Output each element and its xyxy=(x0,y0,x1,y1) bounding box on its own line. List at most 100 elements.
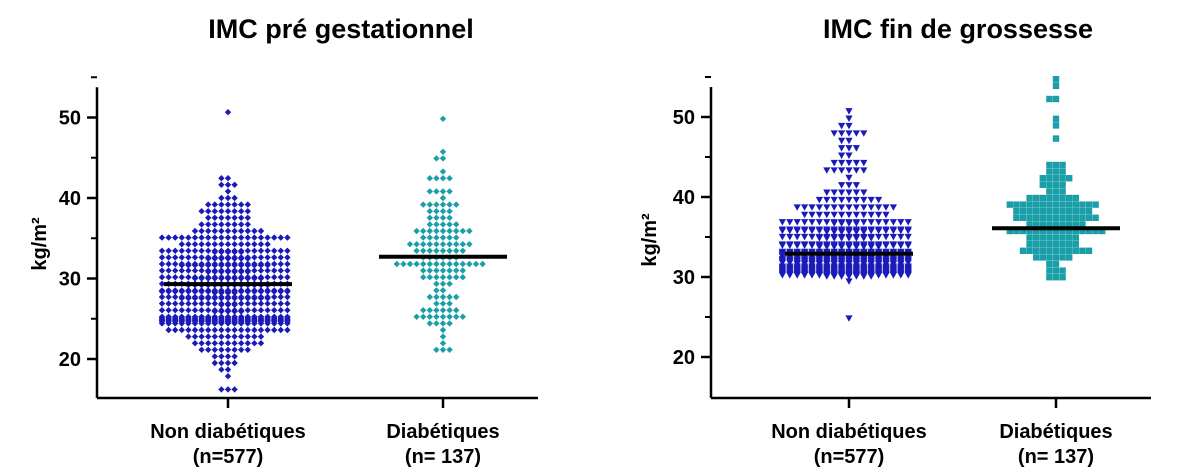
data-point xyxy=(830,228,838,236)
data-point xyxy=(244,201,251,208)
data-point xyxy=(165,326,172,334)
data-point xyxy=(231,194,238,202)
data-point xyxy=(284,247,291,254)
data-point xyxy=(793,233,801,241)
data-point xyxy=(1052,161,1060,169)
data-point xyxy=(238,300,245,307)
data-point xyxy=(786,219,794,226)
data-point xyxy=(459,227,466,235)
data-point xyxy=(1072,241,1079,248)
data-point xyxy=(823,243,831,251)
data-point xyxy=(433,280,440,287)
data-point xyxy=(198,234,205,241)
data-point xyxy=(244,288,251,295)
data-point xyxy=(224,295,232,302)
data-point xyxy=(244,234,251,241)
data-point xyxy=(808,211,816,219)
data-point xyxy=(860,243,868,251)
data-point xyxy=(439,208,447,215)
data-point xyxy=(433,307,440,314)
data-point xyxy=(860,271,868,279)
data-point xyxy=(211,214,218,221)
data-point xyxy=(860,196,868,204)
data-point xyxy=(1052,201,1060,208)
data-point xyxy=(778,233,786,241)
data-point xyxy=(244,340,251,347)
data-point xyxy=(1066,227,1073,235)
data-point xyxy=(172,326,179,334)
data-point xyxy=(1039,227,1046,235)
data-point xyxy=(218,234,225,241)
data-point xyxy=(231,248,238,256)
data-point xyxy=(1026,241,1033,248)
data-point xyxy=(218,255,225,262)
data-point xyxy=(778,253,786,260)
data-point xyxy=(867,271,875,279)
data-point xyxy=(191,307,199,314)
data-point xyxy=(257,333,265,340)
data-point xyxy=(1052,274,1060,281)
data-point xyxy=(1039,208,1046,215)
data-point xyxy=(251,247,258,254)
data-point xyxy=(178,234,185,241)
data-point xyxy=(838,137,846,145)
data-point xyxy=(244,262,251,269)
data-point xyxy=(1019,247,1027,254)
data-point xyxy=(867,243,875,251)
data-point xyxy=(453,313,460,320)
data-point xyxy=(838,204,846,211)
data-point xyxy=(218,208,225,215)
data-point xyxy=(244,241,251,248)
data-point xyxy=(1039,175,1046,182)
data-point xyxy=(838,220,846,227)
data-point xyxy=(198,267,205,274)
data-point xyxy=(238,288,245,295)
data-point xyxy=(1059,161,1066,169)
data-point xyxy=(778,219,786,226)
data-point xyxy=(852,243,860,251)
data-point xyxy=(1052,208,1060,215)
data-point xyxy=(808,219,816,226)
data-point xyxy=(205,255,212,262)
data-point xyxy=(433,188,440,195)
data-point xyxy=(830,260,838,268)
data-point xyxy=(439,155,447,162)
data-point xyxy=(439,168,447,175)
data-point xyxy=(875,227,883,235)
data-point xyxy=(1066,175,1073,182)
data-point xyxy=(1046,201,1053,208)
data-point xyxy=(218,333,225,340)
data-point xyxy=(845,137,853,145)
y-tick-labels: 20 30 40 50 xyxy=(59,108,81,372)
data-point xyxy=(224,234,232,241)
data-point xyxy=(1026,227,1033,235)
data-point xyxy=(845,174,853,182)
data-point xyxy=(426,307,433,314)
data-point xyxy=(205,300,212,307)
data-point xyxy=(1033,221,1040,228)
data-point xyxy=(158,260,166,268)
data-point xyxy=(271,293,278,301)
data-point xyxy=(1066,234,1073,241)
data-point xyxy=(185,295,192,302)
data-point xyxy=(244,326,251,334)
data-point xyxy=(845,182,853,189)
data-point xyxy=(1072,234,1079,241)
data-point xyxy=(172,267,179,274)
data-point xyxy=(808,227,816,235)
data-point xyxy=(852,220,860,227)
data-point xyxy=(264,262,271,269)
data-point xyxy=(231,262,238,269)
data-point xyxy=(198,208,205,215)
data-point xyxy=(426,247,433,254)
data-point xyxy=(211,340,218,347)
data-point xyxy=(1033,254,1040,261)
data-point xyxy=(815,271,823,279)
data-point xyxy=(218,248,225,256)
data-point xyxy=(224,308,232,315)
data-point xyxy=(439,175,447,182)
data-point xyxy=(466,241,473,248)
data-point xyxy=(1052,181,1060,188)
data-point xyxy=(845,196,853,204)
data-point xyxy=(433,175,440,182)
